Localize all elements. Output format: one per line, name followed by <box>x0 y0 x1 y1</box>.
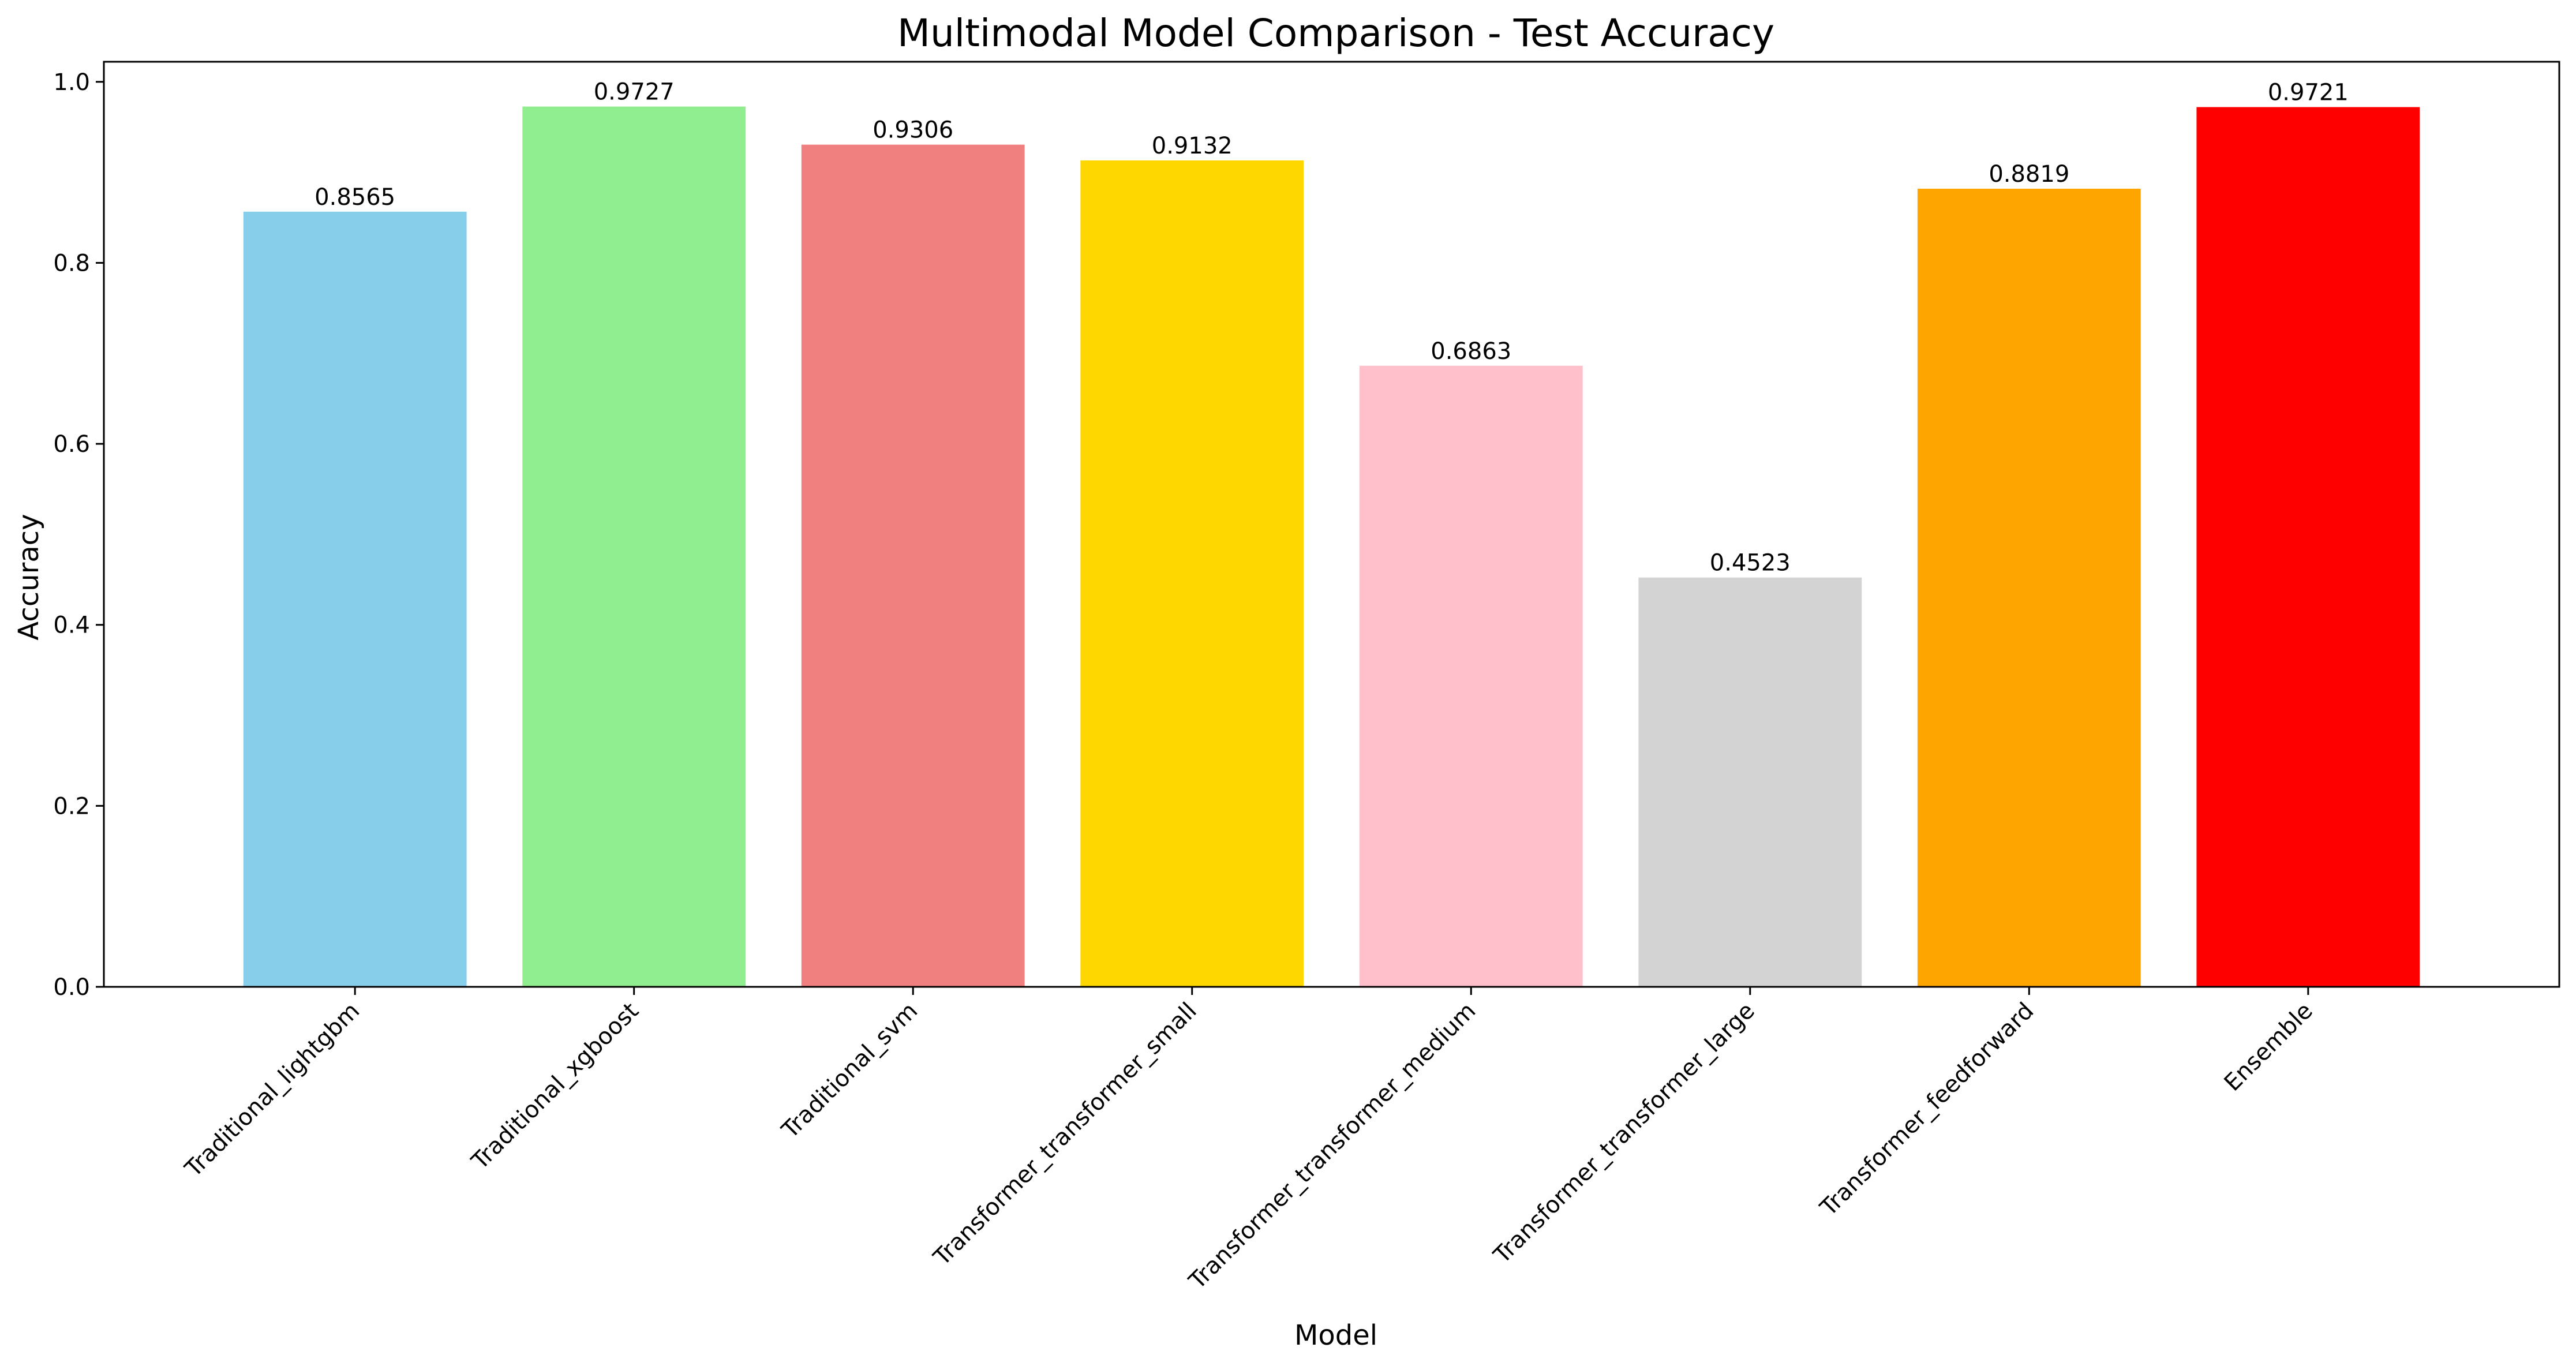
bar-transformer-transformer-medium <box>1359 365 1583 987</box>
x-axis-label: Model <box>1294 1319 1377 1352</box>
data-label: 0.8565 <box>314 184 395 211</box>
bar-ensemble <box>2196 107 2420 987</box>
bar-traditional-lightgbm <box>243 211 467 987</box>
data-label: 0.9721 <box>2268 80 2349 106</box>
y-tick-label: 0.8 <box>53 250 90 276</box>
bar-transformer-feedforward <box>1917 189 2141 987</box>
data-label: 0.9727 <box>594 79 675 106</box>
bars-layer <box>243 106 2420 987</box>
data-labels-layer: 0.8565 0.9727 0.9306 0.9132 0.6863 0.4523 0.88… <box>314 79 2349 577</box>
y-axis-ticks: 0.0 0.2 0.4 0.6 0.8 1.0 <box>53 69 104 1001</box>
bar-traditional-svm <box>801 144 1025 987</box>
y-tick-label: 1.0 <box>53 69 90 96</box>
chart-title: Multimodal Model Comparison - Test Accur… <box>897 11 1774 55</box>
y-tick-label: 0.0 <box>53 974 90 1001</box>
y-axis-label: Accuracy <box>13 514 45 640</box>
plot-frame <box>103 61 2560 988</box>
y-tick-label: 0.4 <box>53 612 90 639</box>
data-label: 0.8819 <box>1989 161 2069 188</box>
bar-traditional-xgboost <box>522 106 746 987</box>
y-tick-label: 0.6 <box>53 431 90 458</box>
data-label: 0.9306 <box>873 117 953 144</box>
data-label: 0.9132 <box>1152 133 1233 159</box>
data-label: 0.6863 <box>1431 338 1511 365</box>
y-tick-label: 0.2 <box>53 793 90 819</box>
data-label: 0.4523 <box>1710 550 1791 577</box>
bar-transformer-transformer-small <box>1080 160 1304 987</box>
bar-transformer-transformer-large <box>1638 577 1862 987</box>
